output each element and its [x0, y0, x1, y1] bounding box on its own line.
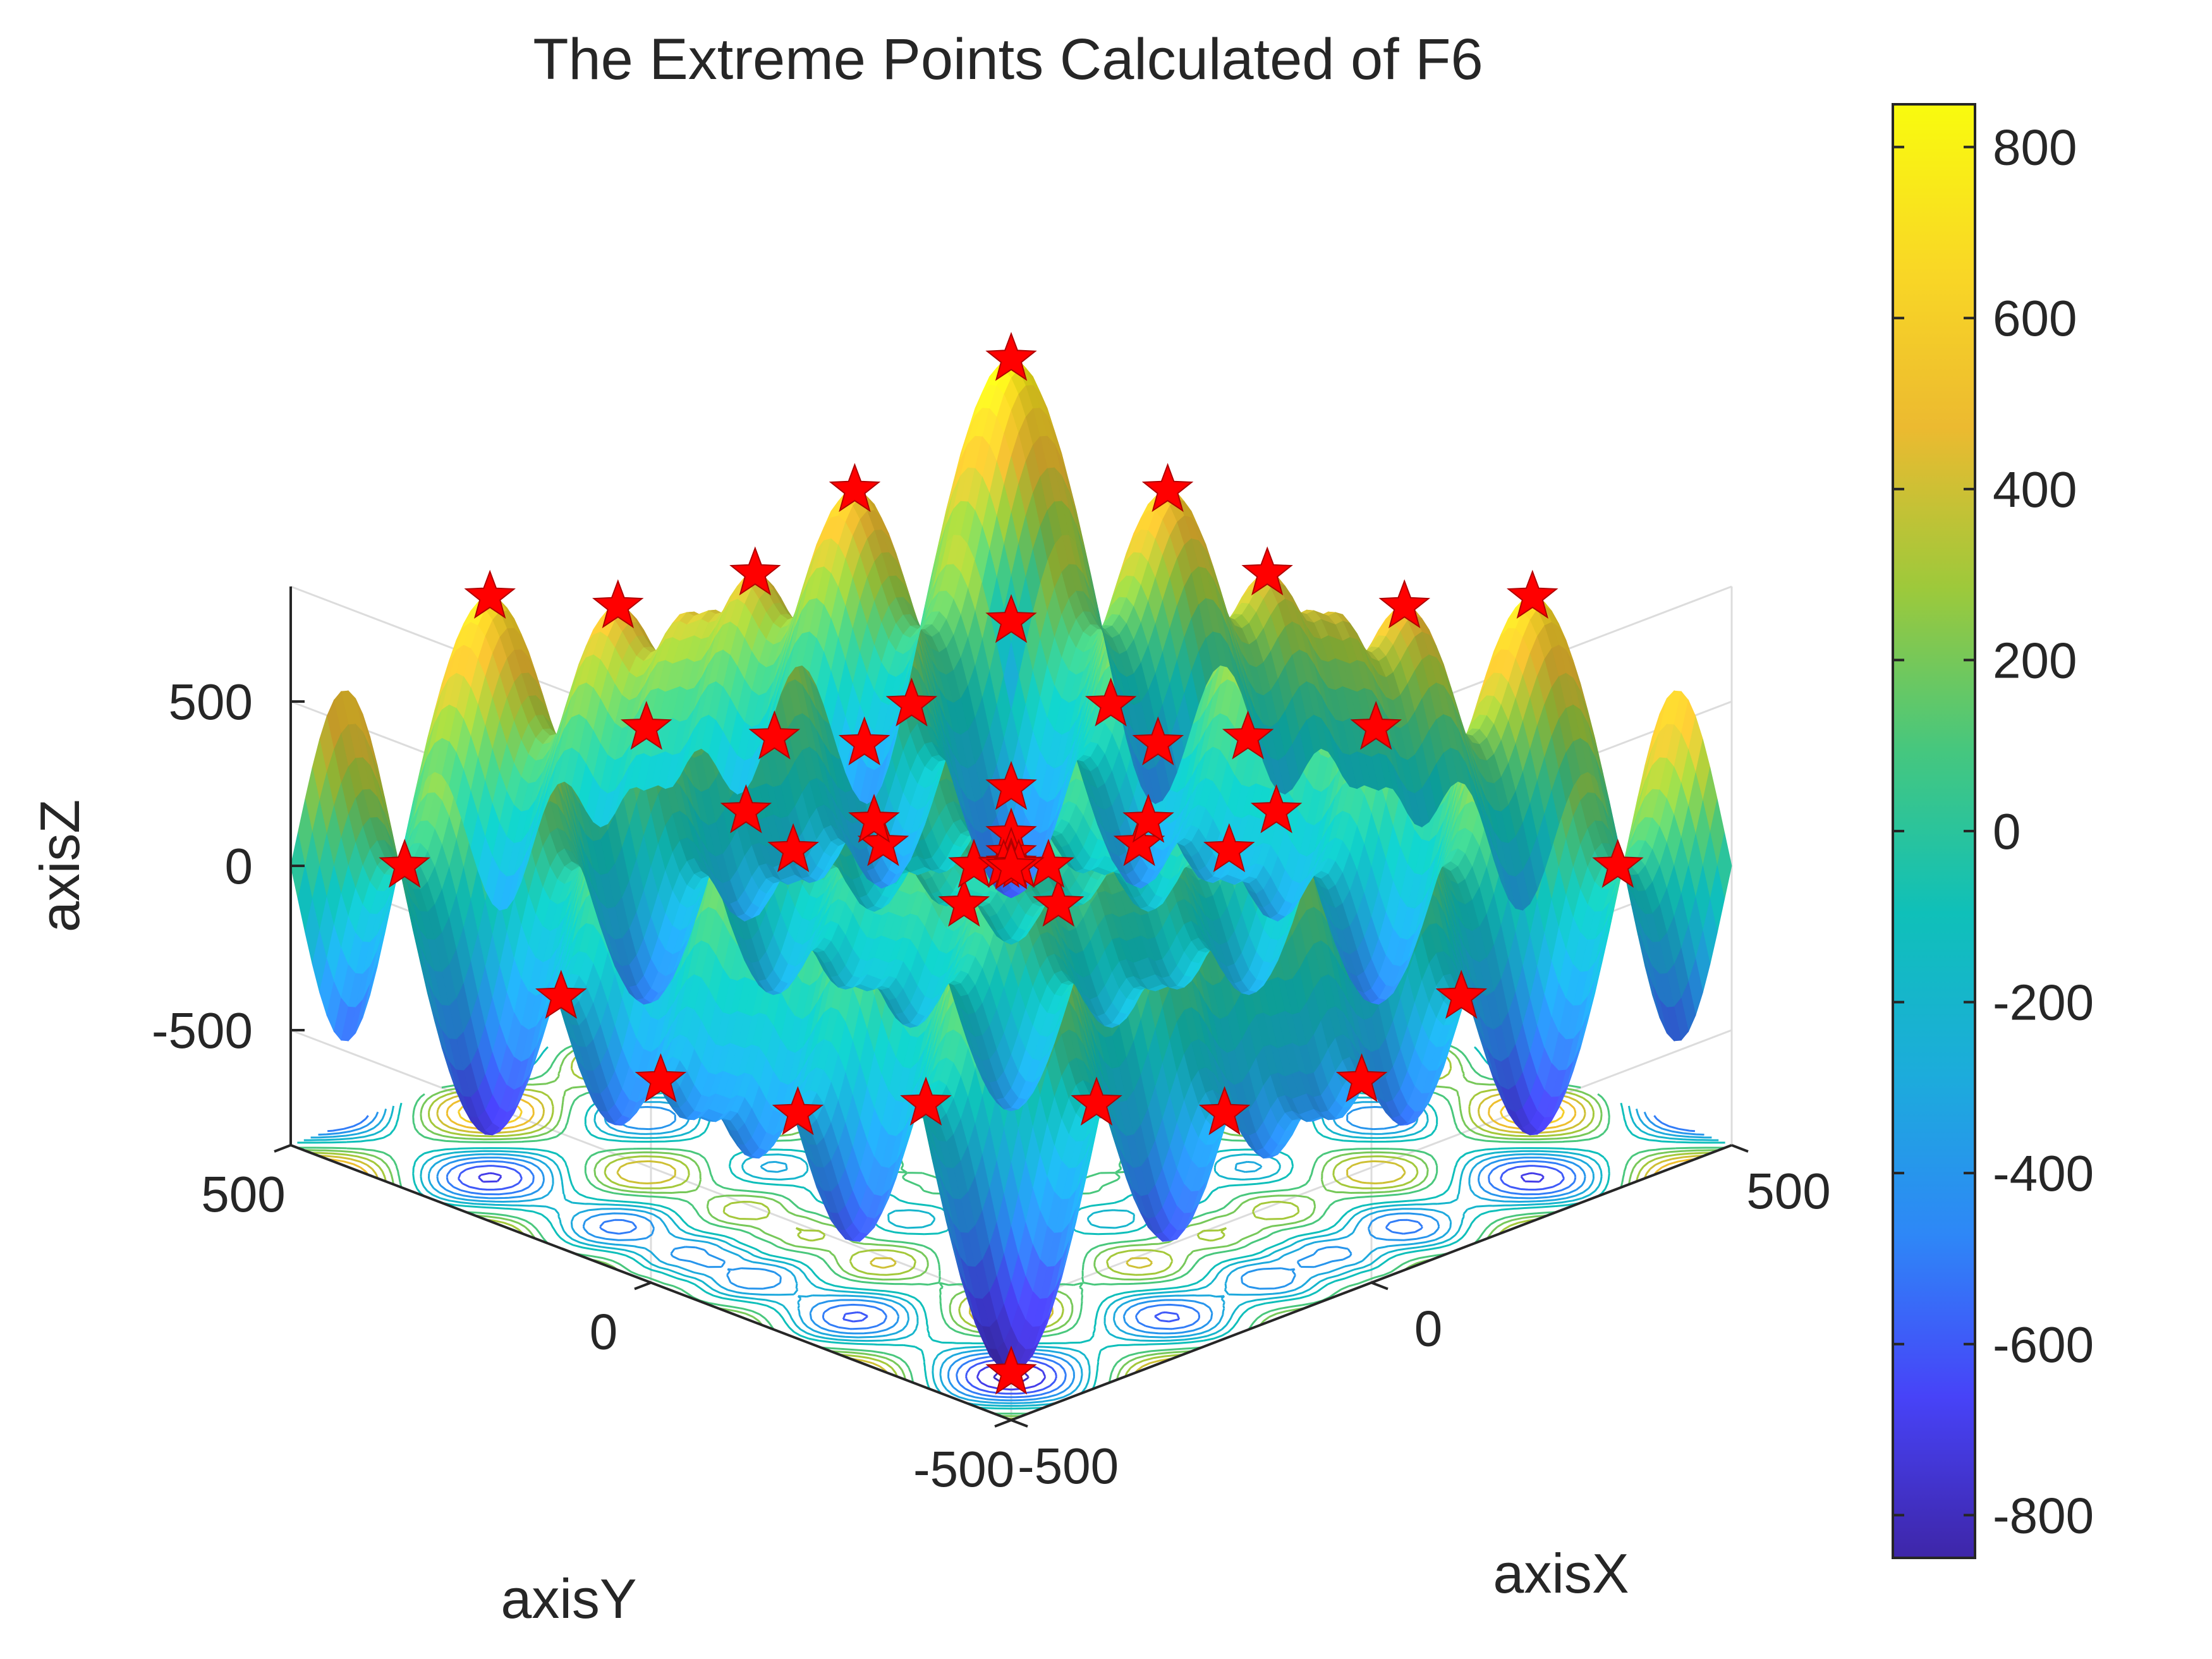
- chart-title: The Extreme Points Calculated of F6: [533, 27, 1483, 92]
- surface: [290, 359, 1732, 1373]
- contour-line: [457, 1165, 1565, 1395]
- plot-area: [289, 332, 1733, 1420]
